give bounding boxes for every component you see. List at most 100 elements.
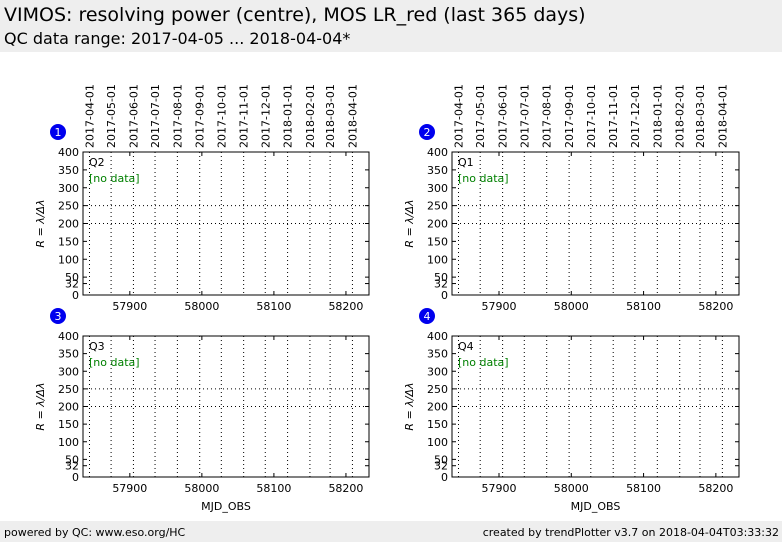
x-tick-label: 58000	[554, 482, 589, 495]
x-tick-label: 57900	[112, 482, 147, 495]
y-tick-label: 300	[58, 182, 79, 195]
page-title: VIMOS: resolving power (centre), MOS LR_…	[4, 4, 586, 26]
panel-number-badge: 2	[419, 124, 435, 140]
date-tick-label: 2017-08-01	[171, 84, 184, 148]
y-tick-label: 50	[434, 453, 448, 466]
x-tick-label: 58200	[328, 482, 363, 495]
date-tick-label: 2018-04-01	[346, 84, 359, 148]
panel-number-badge: 4	[419, 308, 435, 324]
x-tick-label: 57900	[112, 300, 147, 313]
y-tick-label: 300	[58, 365, 79, 378]
quadrant-label: Q3	[89, 340, 105, 353]
x-tick-label: 57900	[481, 482, 516, 495]
y-tick-label: 400	[58, 146, 79, 159]
y-tick-label: 150	[427, 418, 448, 431]
y-axis-label: R = λ/Δλ	[34, 382, 47, 430]
date-tick-label: 2017-06-01	[127, 84, 140, 148]
no-data-label: [no data]	[458, 356, 509, 369]
x-tick-label: 58200	[328, 300, 363, 313]
quadrant-label: Q4	[458, 340, 474, 353]
y-tick-label: 150	[427, 235, 448, 248]
x-tick-label: 58200	[698, 300, 733, 313]
y-tick-label: 250	[58, 200, 79, 213]
y-tick-label: 0	[441, 289, 448, 302]
y-tick-label: 0	[441, 471, 448, 484]
y-tick-label: 150	[58, 418, 79, 431]
date-tick-label: 2018-01-01	[651, 84, 664, 148]
y-tick-label: 100	[427, 436, 448, 449]
panel-number-badge: 1	[50, 124, 66, 140]
y-tick-label: 350	[427, 348, 448, 361]
date-tick-label: 2017-08-01	[541, 84, 554, 148]
badge-circle	[419, 308, 435, 324]
date-tick-label: 2017-04-01	[83, 84, 96, 148]
y-tick-label: 0	[72, 289, 79, 302]
x-axis-label: MJD_OBS	[201, 500, 251, 513]
badge-number: 4	[424, 310, 431, 323]
badge-circle	[50, 124, 66, 140]
y-tick-label: 200	[58, 401, 79, 414]
y-tick-label: 250	[427, 383, 448, 396]
y-tick-label: 32	[434, 278, 448, 291]
panel-number-badge: 3	[50, 308, 66, 324]
page-subtitle: QC data range: 2017-04-05 ... 2018-04-04…	[4, 29, 351, 48]
y-axis-label: R = λ/Δλ	[403, 199, 416, 247]
date-tick-label: 2018-02-01	[674, 84, 687, 148]
date-tick-label: 2018-03-01	[324, 84, 337, 148]
y-tick-label: 400	[427, 330, 448, 343]
y-tick-label: 32	[65, 278, 79, 291]
y-tick-label: 100	[58, 253, 79, 266]
date-tick-label: 2017-04-01	[453, 84, 466, 148]
date-tick-label: 2017-09-01	[563, 84, 576, 148]
x-tick-label: 58000	[554, 300, 589, 313]
y-tick-label: 350	[58, 348, 79, 361]
date-tick-label: 2017-12-01	[629, 84, 642, 148]
date-tick-label: 2017-11-01	[238, 84, 251, 148]
y-tick-label: 350	[58, 164, 79, 177]
y-tick-label: 250	[58, 383, 79, 396]
y-tick-label: 200	[427, 218, 448, 231]
y-tick-label: 400	[58, 330, 79, 343]
date-tick-label: 2018-04-01	[716, 84, 729, 148]
no-data-label: [no data]	[89, 172, 140, 185]
date-tick-label: 2017-12-01	[259, 84, 272, 148]
y-tick-label: 300	[427, 182, 448, 195]
date-tick-label: 2017-07-01	[518, 84, 531, 148]
no-data-label: [no data]	[89, 356, 140, 369]
no-data-label: [no data]	[458, 172, 509, 185]
y-tick-label: 150	[58, 235, 79, 248]
y-tick-label: 0	[72, 471, 79, 484]
date-tick-label: 2018-02-01	[304, 84, 317, 148]
date-tick-label: 2017-05-01	[105, 84, 118, 148]
y-tick-label: 100	[58, 436, 79, 449]
y-tick-label: 32	[434, 460, 448, 473]
date-tick-label: 2017-10-01	[215, 84, 228, 148]
footer-credit: powered by QC: www.eso.org/HC	[4, 526, 186, 539]
y-tick-label: 200	[427, 401, 448, 414]
x-axis-label: MJD_OBS	[571, 500, 621, 513]
footer: powered by QC: www.eso.org/HC created by…	[0, 521, 782, 542]
x-tick-label: 57900	[481, 300, 516, 313]
header: VIMOS: resolving power (centre), MOS LR_…	[0, 0, 782, 52]
quadrant-label: Q2	[89, 156, 105, 169]
date-tick-label: 2018-03-01	[694, 84, 707, 148]
quadrant-label: Q1	[458, 156, 474, 169]
y-tick-label: 200	[58, 218, 79, 231]
date-tick-label: 2017-07-01	[149, 84, 162, 148]
badge-circle	[419, 124, 435, 140]
x-tick-label: 58100	[626, 300, 661, 313]
y-axis-label: R = λ/Δλ	[403, 382, 416, 430]
date-tick-label: 2017-05-01	[474, 84, 487, 148]
y-tick-label: 100	[427, 253, 448, 266]
date-tick-label: 2018-01-01	[282, 84, 295, 148]
x-tick-label: 58000	[184, 482, 219, 495]
y-tick-label: 50	[434, 271, 448, 284]
y-tick-label: 32	[65, 460, 79, 473]
x-tick-label: 58200	[698, 482, 733, 495]
y-tick-label: 300	[427, 365, 448, 378]
y-axis-label: R = λ/Δλ	[34, 199, 47, 247]
